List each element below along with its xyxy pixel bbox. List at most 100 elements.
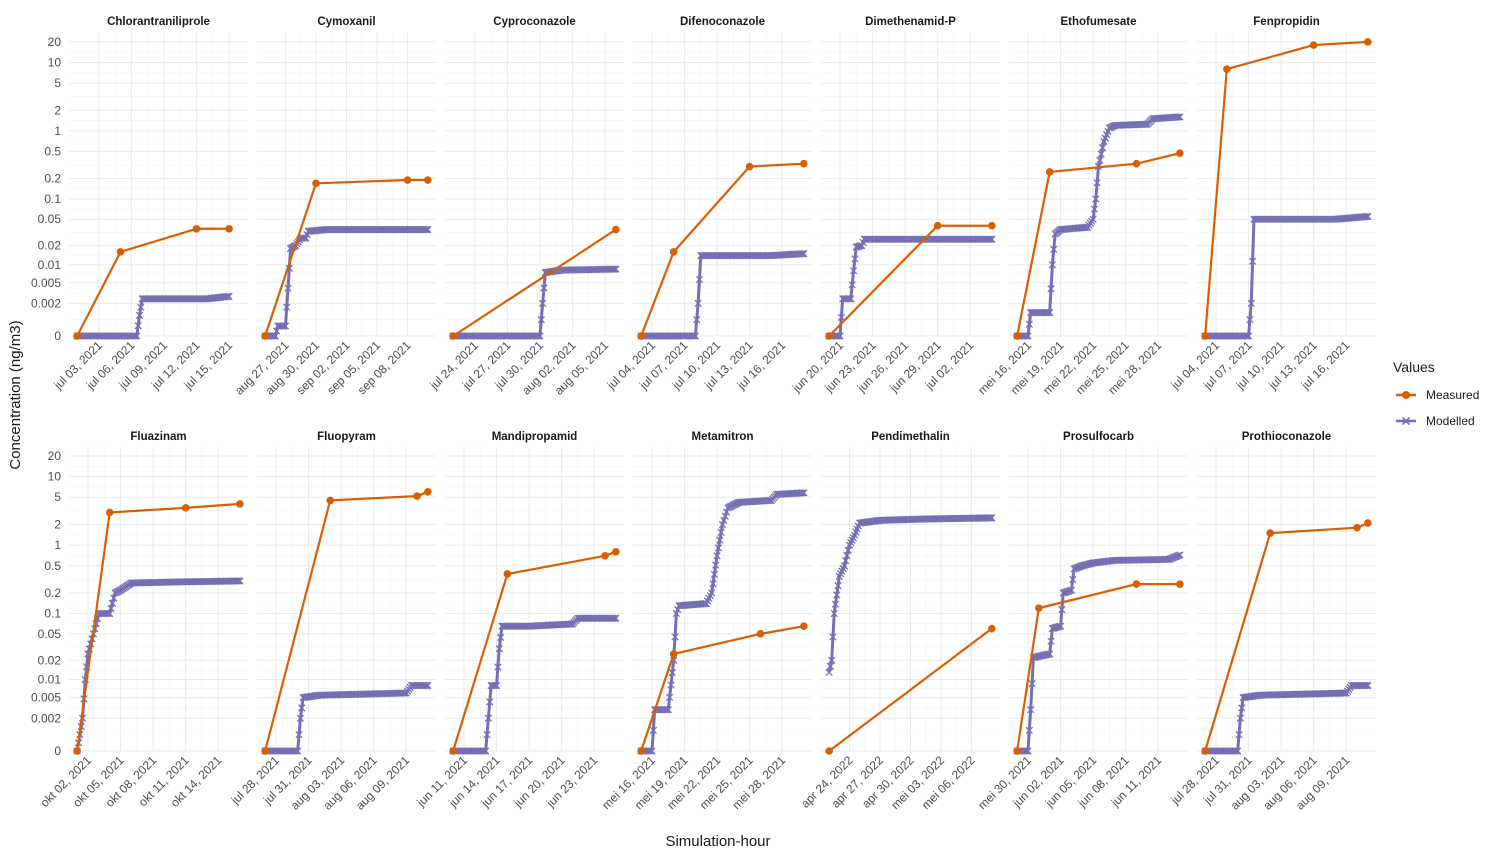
modelled-point: [668, 668, 676, 677]
modelled-point: [1027, 706, 1035, 714]
panel-background: [445, 447, 624, 751]
y-tick-label: 0.1: [44, 607, 61, 621]
y-tick-label: 0.01: [38, 258, 62, 272]
modelled-point: [840, 562, 849, 570]
measured-point: [800, 159, 808, 168]
modelled-point: [1246, 316, 1254, 324]
modelled-point: [421, 225, 429, 234]
modelled-point: [609, 614, 617, 622]
modelled-point: [663, 706, 671, 714]
modelled-point: [849, 267, 858, 275]
panel-title: Chlorantraniliprole: [107, 16, 210, 28]
modelled-point: [482, 747, 490, 755]
modelled-point: [609, 265, 617, 273]
legend-title: Values: [1393, 359, 1435, 375]
modelled-point: [1048, 261, 1057, 269]
modelled-point: [667, 681, 675, 689]
modelled-point: [1043, 308, 1051, 317]
modelled-point: [1093, 179, 1101, 187]
measured-point: [225, 224, 233, 233]
measured-point: [326, 496, 335, 505]
modelled-point: [484, 714, 493, 722]
modelled-point: [422, 681, 431, 690]
modelled-point: [1047, 637, 1055, 645]
measured-point: [756, 630, 765, 638]
modelled-point: [284, 284, 292, 292]
modelled-point: [494, 663, 502, 671]
modelled-point: [844, 295, 852, 303]
modelled-point: [281, 322, 290, 330]
measured-point: [261, 747, 269, 755]
modelled-point: [279, 322, 287, 330]
modelled-point: [664, 706, 672, 714]
modelled-point: [1243, 332, 1251, 340]
measured-point: [1364, 519, 1372, 527]
modelled-point: [665, 693, 674, 702]
modelled-point: [1050, 245, 1058, 254]
modelled-point: [1248, 257, 1257, 265]
modelled-point: [1092, 195, 1100, 203]
modelled-point: [831, 600, 840, 608]
modelled-point: [610, 614, 619, 622]
modelled-point: [269, 332, 277, 340]
measured-series-line: [264, 178, 428, 337]
modelled-point: [798, 250, 807, 258]
modelled-point: [834, 582, 842, 590]
y-tick-label: 2: [54, 518, 61, 532]
panel-title: Mandipropamid: [492, 431, 578, 443]
modelled-point: [496, 633, 505, 642]
y-tick-label: 0.05: [38, 212, 62, 226]
modelled-point: [828, 656, 836, 664]
modelled-point: [490, 681, 498, 690]
measured-point: [612, 548, 620, 556]
measured-point: [1266, 529, 1275, 537]
measured-point: [1309, 41, 1318, 49]
measured-point: [1035, 604, 1043, 612]
modelled-point: [1173, 113, 1181, 121]
modelled-point: [1362, 681, 1371, 690]
modelled-point: [645, 747, 653, 755]
measured-point: [1223, 65, 1231, 73]
y-tick-label: 0.1: [44, 192, 61, 206]
modelled-point: [1096, 156, 1104, 164]
y-tick-label: 0.002: [31, 711, 61, 725]
panel-title: Fenpropidin: [1253, 16, 1319, 28]
modelled-point: [233, 577, 241, 585]
modelled-point: [486, 698, 494, 706]
measured-point: [1045, 168, 1054, 176]
modelled-point: [800, 250, 808, 258]
measured-point: [449, 332, 457, 340]
modelled-point: [1234, 747, 1242, 755]
y-tick-label: 0: [54, 744, 61, 758]
modelled-point: [1231, 747, 1239, 755]
measured-point: [669, 650, 678, 658]
measured-point: [1353, 523, 1361, 532]
modelled-point: [713, 552, 721, 560]
modelled-point: [1089, 215, 1097, 223]
modelled-point: [1235, 730, 1243, 739]
y-tick-label: 0.02: [38, 239, 62, 253]
modelled-point: [718, 520, 727, 529]
legend: Values Measured Modelled: [1393, 359, 1479, 428]
y-tick-label: 0.005: [31, 276, 61, 290]
modelled-point: [1164, 555, 1172, 564]
modelled-point: [798, 489, 807, 497]
measured-series-line: [264, 490, 429, 752]
modelled-point: [533, 332, 541, 340]
modelled-point: [107, 604, 115, 613]
measured-point: [933, 221, 942, 230]
modelled-point: [1236, 714, 1245, 722]
modelled-point: [716, 536, 724, 544]
measured-point: [105, 508, 114, 517]
modelled-point: [1362, 212, 1371, 221]
modelled-point: [1044, 308, 1052, 317]
measured-series-line: [1204, 40, 1368, 337]
measured-point: [612, 225, 620, 234]
panel-title: Cyproconazole: [493, 16, 575, 28]
modelled-point: [847, 295, 855, 303]
